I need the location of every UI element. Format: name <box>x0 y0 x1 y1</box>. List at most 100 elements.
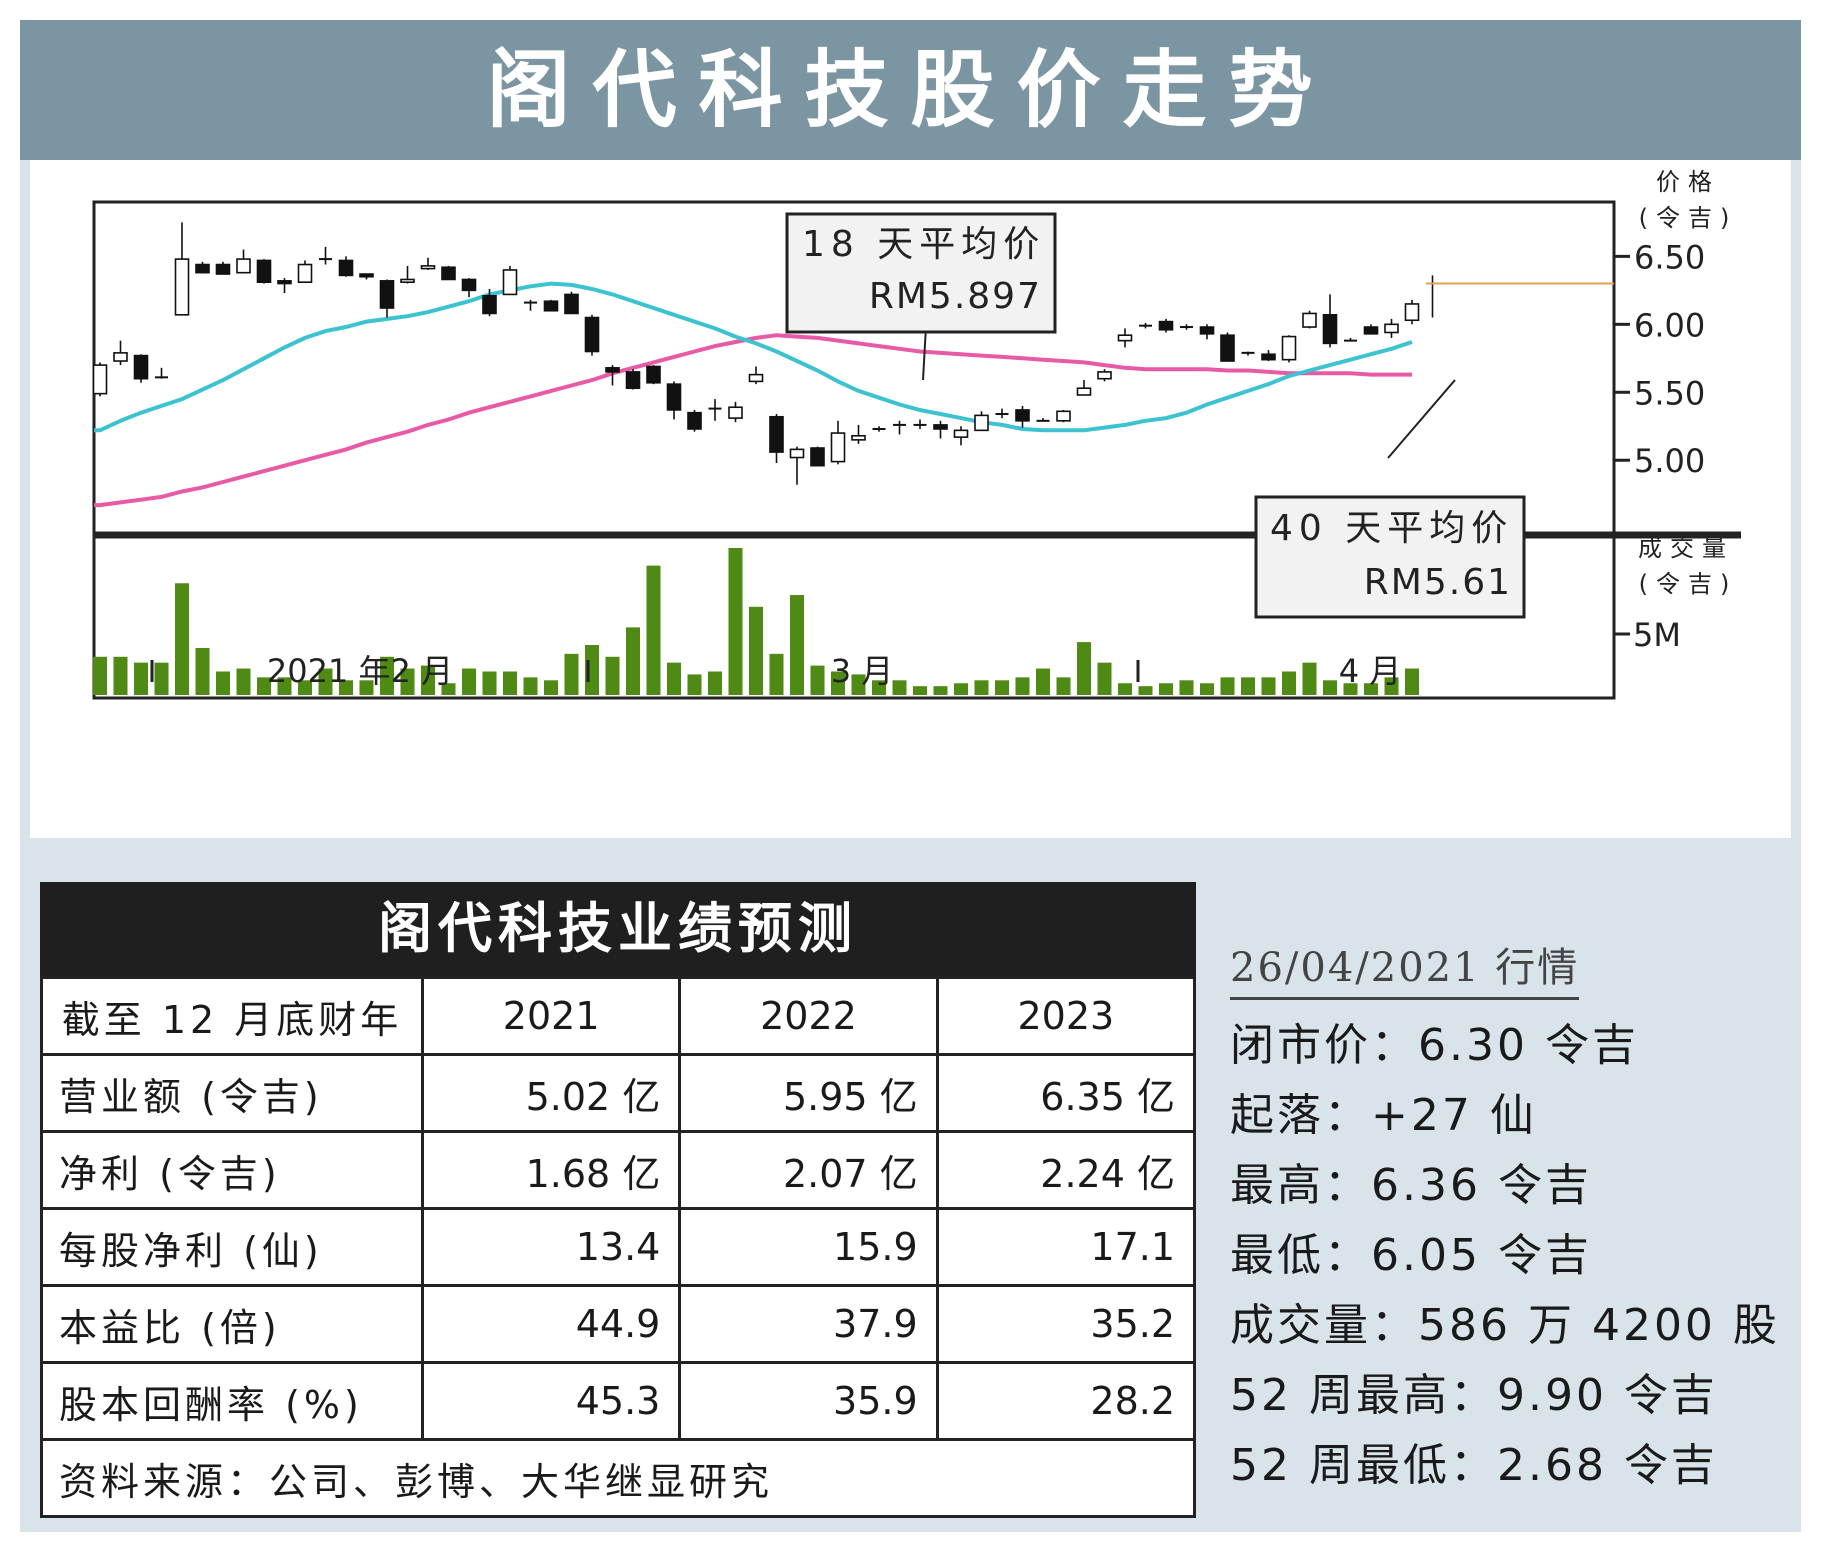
row-value: 2.07 亿 <box>678 1130 939 1210</box>
row-value: 28.2 <box>935 1361 1197 1441</box>
forecast-table: 截至 12 月底财年 2021 2022 2023 营业额 (令吉) 5.02 … <box>40 976 1197 1518</box>
candle-up <box>830 432 846 463</box>
price-tick-label: 5.50 <box>1634 374 1705 412</box>
volume-bar <box>462 668 476 695</box>
volume-bar <box>1138 686 1153 695</box>
candle-down <box>584 316 600 353</box>
volume-bars <box>93 548 1419 695</box>
volume-bar <box>257 677 271 695</box>
volume-bar <box>503 671 517 695</box>
week52-high: 52 周最高：9.90 令吉 <box>1230 1370 1718 1421</box>
volume-bar <box>974 680 989 695</box>
candle-down <box>687 411 702 430</box>
candle-up <box>1404 303 1420 322</box>
volume-bar <box>1056 677 1071 695</box>
x-label-mar: 3 月 <box>831 652 894 690</box>
source-note: 资料来源：公司、彭博、大华继显研究 <box>40 1438 1196 1518</box>
volume-bar <box>93 656 107 695</box>
volume-bar <box>1097 662 1112 695</box>
row-value: 1.68 亿 <box>420 1130 682 1210</box>
volume-bar <box>400 668 415 695</box>
volume-bar <box>1261 677 1276 695</box>
row-value: 35.9 <box>678 1361 939 1441</box>
volume-bar <box>851 674 866 695</box>
candle-down <box>1015 409 1030 422</box>
candle-up <box>400 278 415 283</box>
page-title: 阁代科技股价走势 <box>20 20 1801 160</box>
volume-bar <box>892 680 907 695</box>
ma40-callout-box <box>1254 495 1526 619</box>
x-axis: 2021 年2 月 3 月 4 月 <box>150 652 1401 690</box>
candle-up <box>1097 371 1112 380</box>
volume-bar <box>995 680 1009 695</box>
volume-bar <box>195 647 210 695</box>
volume-bar <box>605 656 620 695</box>
row-label: 每股净利 (仙) <box>40 1207 424 1287</box>
volume-bar <box>134 662 148 695</box>
price-axis-label-1: 价格 <box>1656 168 1720 196</box>
ma40-callout-value: RM5.61 <box>1364 562 1512 603</box>
candle-down <box>441 266 456 281</box>
row-value: 2.24 亿 <box>935 1130 1197 1210</box>
candle-up <box>789 448 805 459</box>
candle-down <box>338 259 354 277</box>
volume-bar <box>749 606 763 695</box>
candle-down <box>215 263 231 275</box>
volume-bar <box>1077 642 1091 695</box>
volume-bar <box>585 645 599 695</box>
table-row: 股本回酬率 (%) 45.3 35.9 28.2 <box>40 1361 1197 1441</box>
row-value: 17.1 <box>935 1207 1197 1287</box>
volume-bar <box>277 677 292 695</box>
volume-bar <box>1015 677 1030 695</box>
ma40-callout: 40 天平均价 RM5.61 <box>1254 379 1526 619</box>
forecast-title: 阁代科技业绩预测 <box>40 882 1196 976</box>
candle-up <box>1384 323 1399 334</box>
candle-down <box>482 294 497 315</box>
candle-up <box>1056 410 1071 422</box>
volume-bar <box>1384 677 1399 695</box>
candle-down <box>1363 326 1379 335</box>
candle-down <box>277 280 292 285</box>
market-date-heading: 26/04/2021 行情 <box>1230 935 1580 1000</box>
volume-bar <box>1364 683 1378 695</box>
candle-up <box>297 263 313 283</box>
ma40-callout-pointer <box>1387 379 1456 459</box>
volume-bar <box>1343 683 1358 695</box>
earnings-forecast: 阁代科技业绩预测 截至 12 月底财年 2021 2022 2023 营业额 (… <box>40 882 1197 1534</box>
candle-up <box>851 434 866 441</box>
volume-bar <box>1282 671 1296 695</box>
volume-bar <box>1241 677 1255 695</box>
volume-bar <box>872 680 886 695</box>
row-label: 净利 (令吉) <box>40 1130 424 1210</box>
row-value: 44.9 <box>420 1284 682 1364</box>
volume-bar <box>626 627 640 695</box>
candle-down <box>810 447 825 467</box>
candle-up <box>953 429 969 438</box>
candlesticks <box>92 222 1614 485</box>
ma40-callout-title: 40 天平均价 <box>1270 508 1513 549</box>
candle-down <box>1220 334 1235 362</box>
forecast-header-row: 截至 12 月底财年 2021 2022 2023 <box>40 976 1197 1056</box>
x-label-feb: 2021 年2 月 <box>267 652 453 690</box>
volume-bar <box>175 583 189 695</box>
forecast-header-2021: 2021 <box>420 976 682 1056</box>
candle-down <box>1261 353 1276 361</box>
volume-tick-label: 5M <box>1633 616 1681 654</box>
volume-bar <box>646 565 661 695</box>
volume-bar <box>523 677 538 695</box>
ma18-callout: 18 天平均价 RM5.897 <box>785 212 1057 381</box>
row-label: 股本回酬率 (%) <box>40 1361 424 1441</box>
row-value: 13.4 <box>420 1207 682 1287</box>
volume-bar <box>708 671 722 695</box>
price-tick-label: 5.00 <box>1634 442 1705 480</box>
candle-up <box>748 373 764 383</box>
stock-chart-panel: 价格 (令吉) 6.50 6.00 5.50 5.00 成交量 (令吉) 5M 202… <box>30 160 1791 838</box>
candle-down <box>1199 326 1215 335</box>
day-high: 最高：6.36 令吉 <box>1230 1160 1592 1211</box>
row-label: 本益比 (倍) <box>40 1284 424 1364</box>
volume-bar <box>216 671 230 695</box>
candle-up <box>1281 335 1297 361</box>
volume-bar <box>933 686 948 695</box>
candle-up <box>502 269 518 296</box>
table-row: 本益比 (倍) 44.9 37.9 35.2 <box>40 1284 1197 1364</box>
